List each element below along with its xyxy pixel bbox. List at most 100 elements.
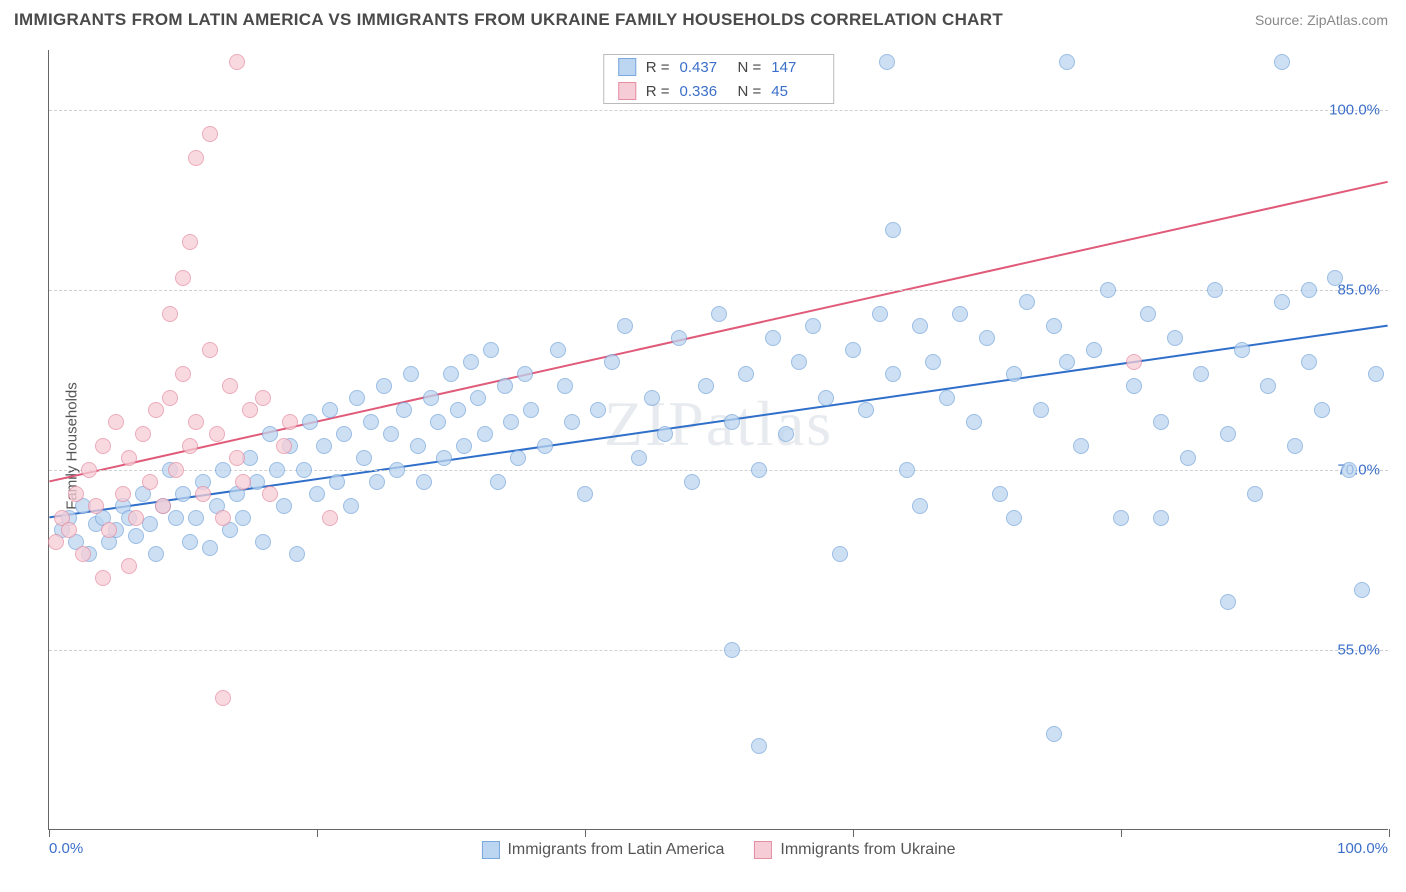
data-point bbox=[1180, 450, 1196, 466]
data-point bbox=[1193, 366, 1209, 382]
data-point bbox=[302, 414, 318, 430]
data-point bbox=[75, 546, 91, 562]
data-point bbox=[175, 486, 191, 502]
legend-swatch bbox=[618, 58, 636, 76]
n-value: 45 bbox=[771, 83, 819, 100]
data-point bbox=[1167, 330, 1183, 346]
data-point bbox=[577, 486, 593, 502]
data-point bbox=[128, 528, 144, 544]
data-point bbox=[564, 414, 580, 430]
data-point bbox=[430, 414, 446, 430]
data-point bbox=[1086, 342, 1102, 358]
data-point bbox=[202, 540, 218, 556]
data-point bbox=[155, 498, 171, 514]
data-point bbox=[751, 738, 767, 754]
x-tick bbox=[585, 829, 586, 837]
data-point bbox=[463, 354, 479, 370]
data-point bbox=[1301, 354, 1317, 370]
data-point bbox=[992, 486, 1008, 502]
data-point bbox=[1220, 594, 1236, 610]
data-point bbox=[912, 318, 928, 334]
data-point bbox=[1153, 414, 1169, 430]
source-label: Source: ZipAtlas.com bbox=[1255, 12, 1388, 28]
data-point bbox=[510, 450, 526, 466]
data-point bbox=[369, 474, 385, 490]
data-point bbox=[483, 342, 499, 358]
data-point bbox=[276, 498, 292, 514]
data-point bbox=[101, 522, 117, 538]
data-point bbox=[128, 510, 144, 526]
x-tick bbox=[1389, 829, 1390, 837]
data-point bbox=[1100, 282, 1116, 298]
data-point bbox=[899, 462, 915, 478]
data-point bbox=[423, 390, 439, 406]
data-point bbox=[242, 402, 258, 418]
data-point bbox=[215, 510, 231, 526]
data-point bbox=[490, 474, 506, 490]
data-point bbox=[557, 378, 573, 394]
data-point bbox=[537, 438, 553, 454]
data-point bbox=[1247, 486, 1263, 502]
x-tick bbox=[49, 829, 50, 837]
data-point bbox=[644, 390, 660, 406]
legend-swatch bbox=[481, 841, 499, 859]
data-point bbox=[121, 558, 137, 574]
data-point bbox=[188, 510, 204, 526]
data-point bbox=[322, 510, 338, 526]
data-point bbox=[1046, 726, 1062, 742]
gridline bbox=[49, 290, 1388, 291]
data-point bbox=[182, 234, 198, 250]
data-point bbox=[1368, 366, 1384, 382]
data-point bbox=[235, 510, 251, 526]
data-point bbox=[885, 222, 901, 238]
x-tick bbox=[317, 829, 318, 837]
legend-swatch bbox=[754, 841, 772, 859]
data-point bbox=[456, 438, 472, 454]
trend-line bbox=[49, 326, 1387, 518]
data-point bbox=[925, 354, 941, 370]
x-axis-max-label: 100.0% bbox=[1337, 840, 1388, 857]
stats-row: R =0.336N =45 bbox=[604, 79, 834, 103]
data-point bbox=[1260, 378, 1276, 394]
data-point bbox=[95, 570, 111, 586]
r-value: 0.437 bbox=[680, 59, 728, 76]
legend-item: Immigrants from Latin America bbox=[481, 841, 724, 859]
data-point bbox=[168, 510, 184, 526]
x-tick bbox=[1121, 829, 1122, 837]
data-point bbox=[309, 486, 325, 502]
data-point bbox=[1234, 342, 1250, 358]
data-point bbox=[698, 378, 714, 394]
data-point bbox=[229, 450, 245, 466]
legend-swatch bbox=[618, 82, 636, 100]
data-point bbox=[188, 414, 204, 430]
n-label: N = bbox=[738, 83, 762, 100]
gridline bbox=[49, 110, 1388, 111]
data-point bbox=[162, 390, 178, 406]
data-point bbox=[470, 390, 486, 406]
data-point bbox=[1059, 54, 1075, 70]
data-point bbox=[229, 54, 245, 70]
data-point bbox=[48, 534, 64, 550]
data-point bbox=[322, 402, 338, 418]
data-point bbox=[349, 390, 365, 406]
data-point bbox=[450, 402, 466, 418]
data-point bbox=[1073, 438, 1089, 454]
data-point bbox=[443, 366, 459, 382]
data-point bbox=[952, 306, 968, 322]
data-point bbox=[182, 534, 198, 550]
data-point bbox=[1126, 378, 1142, 394]
data-point bbox=[912, 498, 928, 514]
data-point bbox=[162, 306, 178, 322]
data-point bbox=[1113, 510, 1129, 526]
data-point bbox=[142, 474, 158, 490]
data-point bbox=[872, 306, 888, 322]
data-point bbox=[135, 426, 151, 442]
data-point bbox=[276, 438, 292, 454]
data-point bbox=[671, 330, 687, 346]
data-point bbox=[805, 318, 821, 334]
data-point bbox=[550, 342, 566, 358]
data-point bbox=[845, 342, 861, 358]
data-point bbox=[1274, 294, 1290, 310]
data-point bbox=[182, 438, 198, 454]
data-point bbox=[966, 414, 982, 430]
